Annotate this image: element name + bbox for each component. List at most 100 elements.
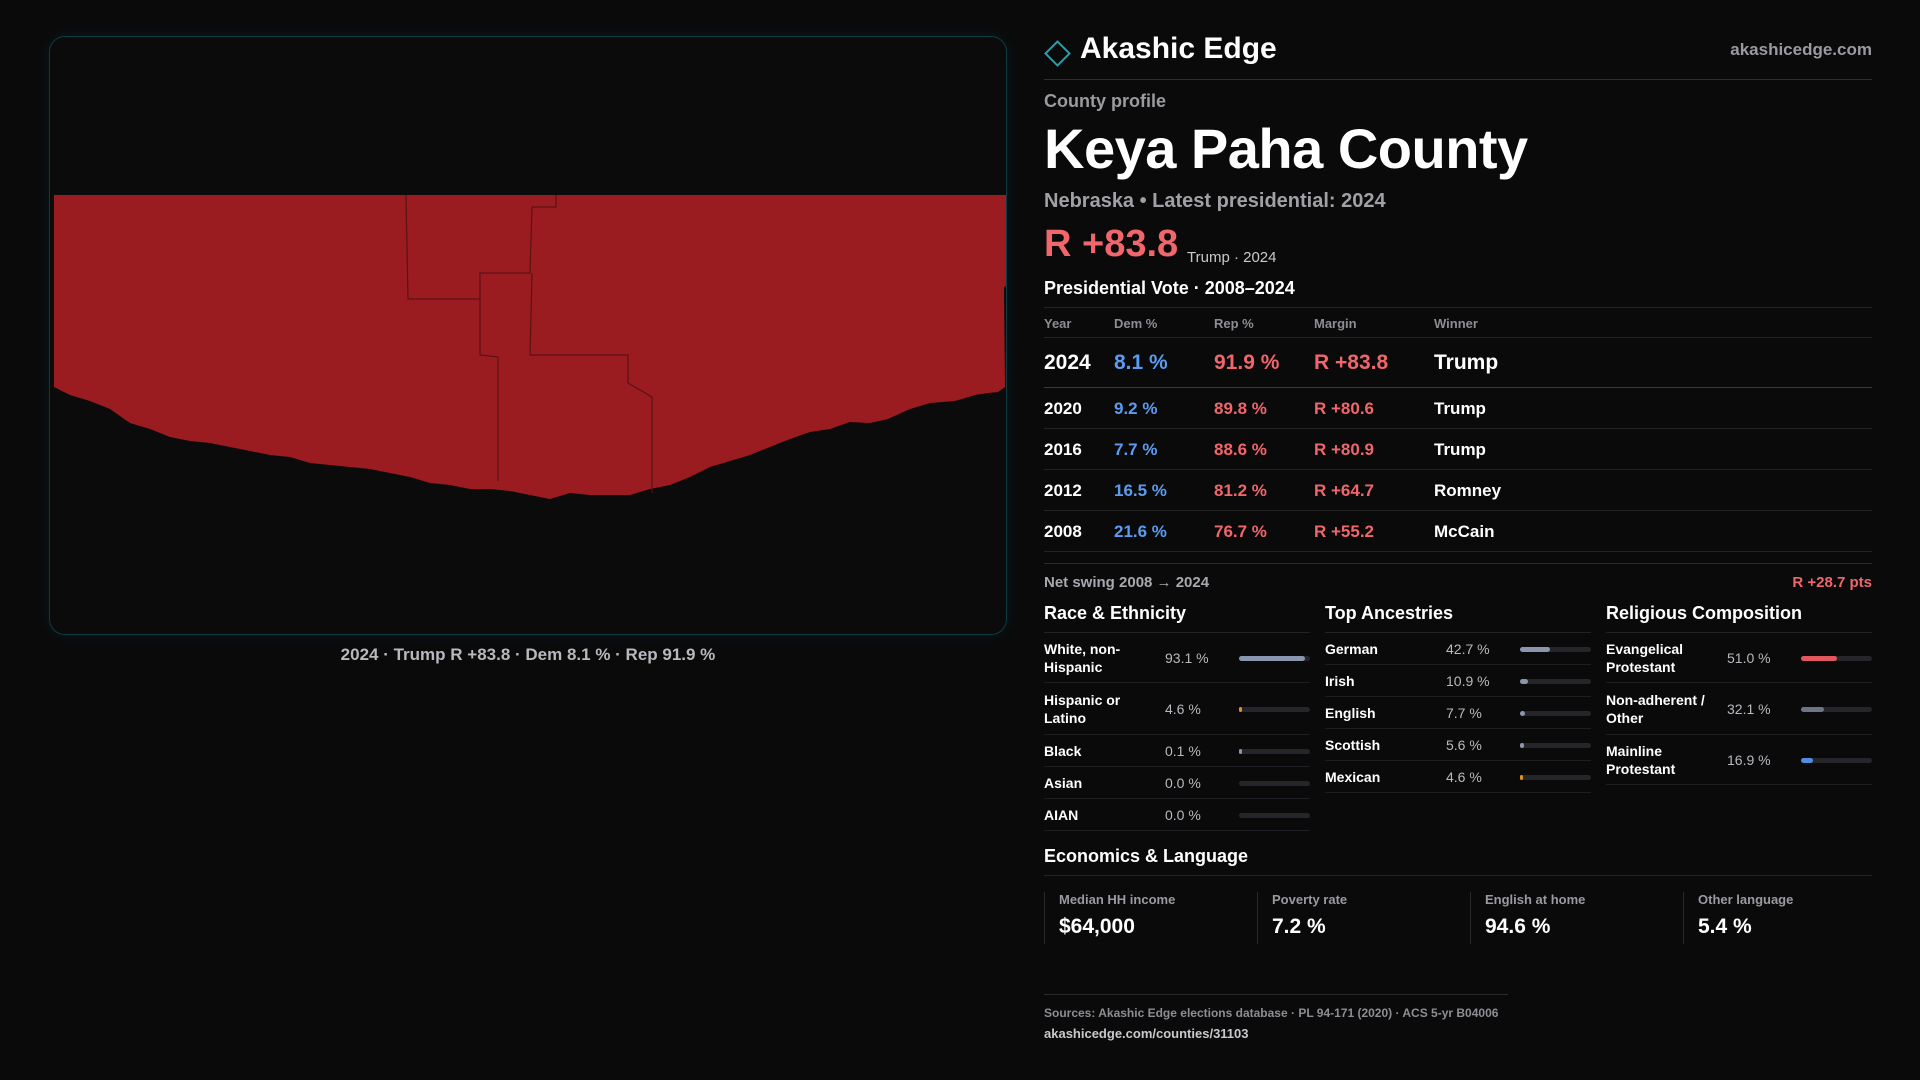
stat-value: 4.6 % [1165,701,1201,717]
stat-label: German [1325,641,1378,657]
year-cell: 2024 [1044,351,1091,374]
presidential-vote-table: Year Dem % Rep % Margin Winner 2024 8.1 … [1044,307,1872,552]
econ-value: 94.6 % [1485,915,1551,938]
stat-value: 0.0 % [1165,807,1201,823]
winner-cell: Trump [1434,399,1486,418]
stat-bar-fill [1801,655,1838,661]
margin-cell: R +55.2 [1314,522,1375,541]
sources-note: Sources: Akashic Edge elections database… [1044,1006,1499,1020]
net-swing-value: R +28.7 pts [1792,574,1872,591]
stat-label: Irish [1325,673,1355,689]
stat-label: Mexican [1325,769,1381,785]
religion-section-title: Religious Composition [1606,603,1802,623]
econ-value: 5.4 % [1698,915,1752,938]
brand-header: Akashic Edge akashicedge.com [1044,30,1872,80]
year-cell: 2012 [1044,481,1082,500]
stat-value: 93.1 % [1165,650,1209,666]
econ-stat-english-at-home: English at home 94.6 % [1470,892,1680,944]
stat-row: Asian 0.0 % [1044,767,1310,799]
stat-bar-fill [1239,748,1242,754]
table-row: 2012 16.5 % 81.2 % R +64.7 Romney [1044,470,1872,511]
econ-stat-poverty-rate: Poverty rate 7.2 % [1257,892,1467,944]
religious-composition-list: Evangelical Protestant 51.0 % Non-adherent… [1606,632,1872,785]
stat-row: Hispanic or Latino 4.6 % [1044,683,1310,735]
stat-label: Hispanic or Latino [1044,692,1121,726]
econ-stat-other-language: Other language 5.4 % [1683,892,1893,944]
stat-bar-track [1520,774,1591,780]
stat-bar-track [1520,678,1591,684]
stat-value: 32.1 % [1727,701,1771,717]
stat-bar-track [1239,655,1310,661]
stat-row: Scottish 5.6 % [1325,729,1591,761]
headline-note: Trump · 2024 [1187,249,1277,266]
stat-label: Mainline Protestant [1606,743,1676,777]
stat-label: Black [1044,743,1082,759]
stat-bar-track [1801,757,1872,763]
margin-cell: R +80.6 [1314,399,1375,418]
stat-bar-track [1239,748,1310,754]
econ-value: 7.2 % [1272,915,1326,938]
stat-bar-fill [1239,706,1243,712]
stat-value: 10.9 % [1446,673,1490,689]
brand-name[interactable]: Akashic Edge [1080,32,1277,65]
net-swing-label: Net swing 2008 → 2024 [1044,574,1210,591]
stat-row: Black 0.1 % [1044,735,1310,767]
page-title: Keya Paha County [1044,117,1528,180]
stat-row: AIAN 0.0 % [1044,799,1310,831]
econ-label: Poverty rate [1272,892,1348,907]
headline-margin: R +83.8 [1044,223,1179,265]
stat-bar-track [1239,780,1310,786]
stat-row: English 7.7 % [1325,697,1591,729]
stat-bar-fill [1801,706,1824,712]
margin-cell: R +80.9 [1314,440,1375,459]
stat-bar-track [1239,812,1310,818]
stat-bar-track [1520,646,1591,652]
econ-label: Other language [1698,892,1794,907]
rep-cell: 76.7 % [1214,522,1267,541]
brand-url-link[interactable]: akashicedge.com [1730,40,1872,59]
stat-bar-track [1239,706,1310,712]
margin-cell: R +83.8 [1314,351,1389,374]
stat-row: Evangelical Protestant 51.0 % [1606,633,1872,683]
column-header-dem: Dem % [1114,316,1158,331]
column-header-margin: Margin [1314,316,1357,331]
profile-panel: Akashic Edge akashicedge.com County prof… [1044,0,1872,1080]
stat-bar-fill [1801,757,1813,763]
stat-value: 4.6 % [1446,769,1482,785]
rep-cell: 91.9 % [1214,351,1280,374]
county-map-panel[interactable] [49,36,1007,635]
winner-cell: Trump [1434,351,1499,374]
stat-value: 51.0 % [1727,650,1771,666]
rep-cell: 88.6 % [1214,440,1267,459]
stat-value: 16.9 % [1727,752,1771,768]
diamond-logo-icon [1044,40,1071,67]
stat-value: 5.6 % [1446,737,1482,753]
map-caption: 2024 · Trump R +83.8 · Dem 8.1 % · Rep 9… [340,645,716,664]
stat-row: White, non-Hispanic 93.1 % [1044,633,1310,683]
year-cell: 2020 [1044,399,1082,418]
stat-row: Non-adherent / Other 32.1 % [1606,683,1872,735]
table-row: 2024 8.1 % 91.9 % R +83.8 Trump [1044,338,1872,388]
stat-row: Mexican 4.6 % [1325,761,1591,793]
page-kicker: County profile [1044,91,1166,111]
year-cell: 2016 [1044,440,1082,459]
economics-section-title: Economics & Language [1044,846,1249,866]
stat-row: Irish 10.9 % [1325,665,1591,697]
township-boundary-line [405,194,653,493]
dem-cell: 7.7 % [1114,440,1158,459]
stat-label: Scottish [1325,737,1381,753]
stat-value: 0.1 % [1165,743,1201,759]
county-url-link[interactable]: akashicedge.com/counties/31103 [1044,1026,1249,1041]
table-header: Year Dem % Rep % Margin Winner [1044,308,1872,338]
dem-cell: 21.6 % [1114,522,1167,541]
net-swing-row: Net swing 2008 → 2024 R +28.7 pts [1044,563,1872,599]
stat-bar-fill [1239,655,1306,661]
stat-value: 42.7 % [1446,641,1490,657]
presidential-vote-title: Presidential Vote · 2008–2024 [1044,278,1295,298]
econ-stat-median-income: Median HH income $64,000 [1044,892,1254,944]
stat-label: Non-adherent / Other [1606,692,1705,726]
stat-row: Mainline Protestant 16.9 % [1606,735,1872,785]
table-row: 2016 7.7 % 88.6 % R +80.9 Trump [1044,429,1872,470]
stat-label: White, non-Hispanic [1044,641,1121,675]
stat-value: 7.7 % [1446,705,1482,721]
